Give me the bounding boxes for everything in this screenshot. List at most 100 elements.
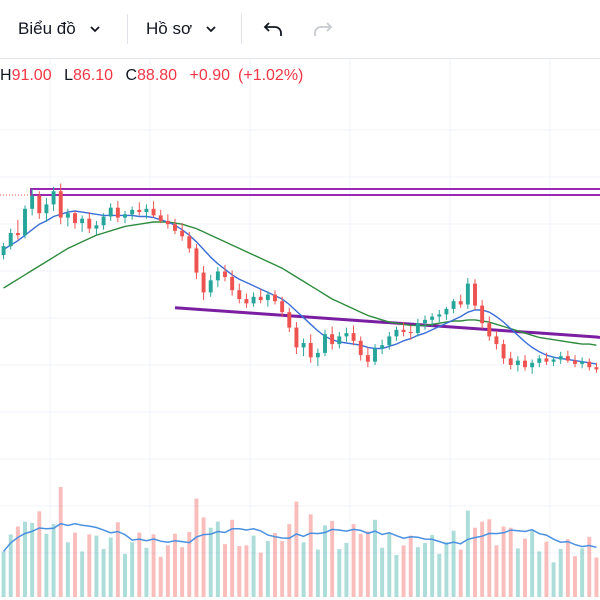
candle <box>415 318 420 337</box>
candle-body <box>137 209 142 213</box>
candle-body <box>373 348 377 362</box>
candle-body <box>258 296 263 301</box>
volume-bar <box>423 542 427 597</box>
candle-body <box>101 216 106 226</box>
change-value: +0.90 <box>189 67 231 84</box>
volume-bar <box>444 542 449 597</box>
candle <box>158 209 163 224</box>
volume-bar <box>437 553 442 597</box>
ohlc-legend: H91.00 L86.10 C88.80 +0.90 (+1.02%) <box>0 67 303 85</box>
top-toolbar: Biểu đồ Hồ sơ <box>0 0 600 59</box>
chart-menu-label: Biểu đồ <box>18 19 76 38</box>
candle <box>201 266 206 301</box>
candle <box>451 299 456 314</box>
volume-bar <box>415 547 420 597</box>
volume-bar <box>144 547 149 597</box>
volume-bar <box>115 522 120 597</box>
volume-bar <box>473 527 477 597</box>
candle-body <box>273 294 277 302</box>
volume-bar <box>101 548 106 597</box>
candle <box>165 214 170 229</box>
volume-bar <box>401 545 406 597</box>
volume-bar <box>265 541 270 597</box>
candle <box>487 316 492 341</box>
candle-body <box>115 207 120 218</box>
candle-body <box>8 233 13 247</box>
volume-bar <box>480 521 485 597</box>
profile-menu-label: Hồ sơ <box>146 19 193 38</box>
volume-bar <box>358 533 363 597</box>
high-label: H <box>0 67 12 84</box>
volume-bar <box>565 539 570 597</box>
volume-bar <box>87 534 92 597</box>
candle-body <box>23 208 27 236</box>
close-value: 88.80 <box>137 67 178 84</box>
candle-body <box>265 294 270 301</box>
volume-bar <box>573 556 577 597</box>
candle <box>365 347 370 368</box>
volume-bar <box>558 548 563 597</box>
candle <box>215 267 220 287</box>
candle-body <box>230 277 235 291</box>
redo-button[interactable] <box>308 14 338 44</box>
volume-bar <box>165 545 170 597</box>
candle <box>180 223 185 241</box>
volume-bar <box>8 534 13 597</box>
volume-bar <box>537 551 542 597</box>
change-percent: (+1.02%) <box>238 67 304 84</box>
candle <box>551 356 556 367</box>
volume-bar <box>365 531 370 597</box>
candle <box>323 329 327 357</box>
candle-body <box>565 356 570 361</box>
low-label: L <box>64 67 73 84</box>
candle-body <box>280 301 285 313</box>
candle-body <box>394 329 399 337</box>
volume-bar <box>530 530 535 597</box>
candle <box>430 313 435 327</box>
candle-body <box>73 213 77 224</box>
volume-bar <box>380 547 385 597</box>
candle-body <box>158 215 163 221</box>
chart-menu-button[interactable]: Biểu đồ <box>18 10 102 48</box>
volume-bar <box>580 548 585 597</box>
candle <box>501 339 506 364</box>
candle <box>223 264 227 282</box>
candle <box>187 231 192 253</box>
candle-body <box>458 301 463 305</box>
volume-bar <box>73 532 77 597</box>
candle <box>37 191 42 219</box>
candle-body <box>480 305 485 324</box>
undo-button[interactable] <box>258 14 288 44</box>
candle-body <box>594 367 599 370</box>
candle-body <box>537 358 542 363</box>
candle <box>115 201 120 222</box>
candle-body <box>465 283 470 305</box>
candle-body <box>301 343 306 348</box>
volume-bar <box>1 551 6 597</box>
volume-bar <box>37 511 42 597</box>
candle-body <box>15 233 20 236</box>
volume-bar <box>544 541 549 597</box>
volume-bar <box>387 532 392 597</box>
resistance-zone[interactable] <box>30 188 600 196</box>
candle-body <box>351 333 356 341</box>
candle <box>465 278 470 309</box>
ma-slow-line <box>174 306 600 339</box>
volume-bar <box>158 556 163 597</box>
profile-menu-button[interactable]: Hồ sơ <box>146 10 218 48</box>
candle <box>130 206 135 220</box>
candle-body <box>523 360 527 368</box>
candle-body <box>201 272 206 293</box>
volume-bar <box>151 534 156 597</box>
candle-body <box>323 334 327 353</box>
candle <box>473 279 477 310</box>
volume-bar <box>301 542 306 597</box>
volume-bar <box>430 535 435 597</box>
candle-body <box>401 329 406 332</box>
candle-body <box>165 220 170 225</box>
close-label: C <box>125 67 138 84</box>
chevron-down-icon <box>206 26 216 33</box>
price-chart[interactable] <box>0 59 600 600</box>
candle <box>73 211 77 229</box>
undo-arrow-icon <box>263 22 282 36</box>
